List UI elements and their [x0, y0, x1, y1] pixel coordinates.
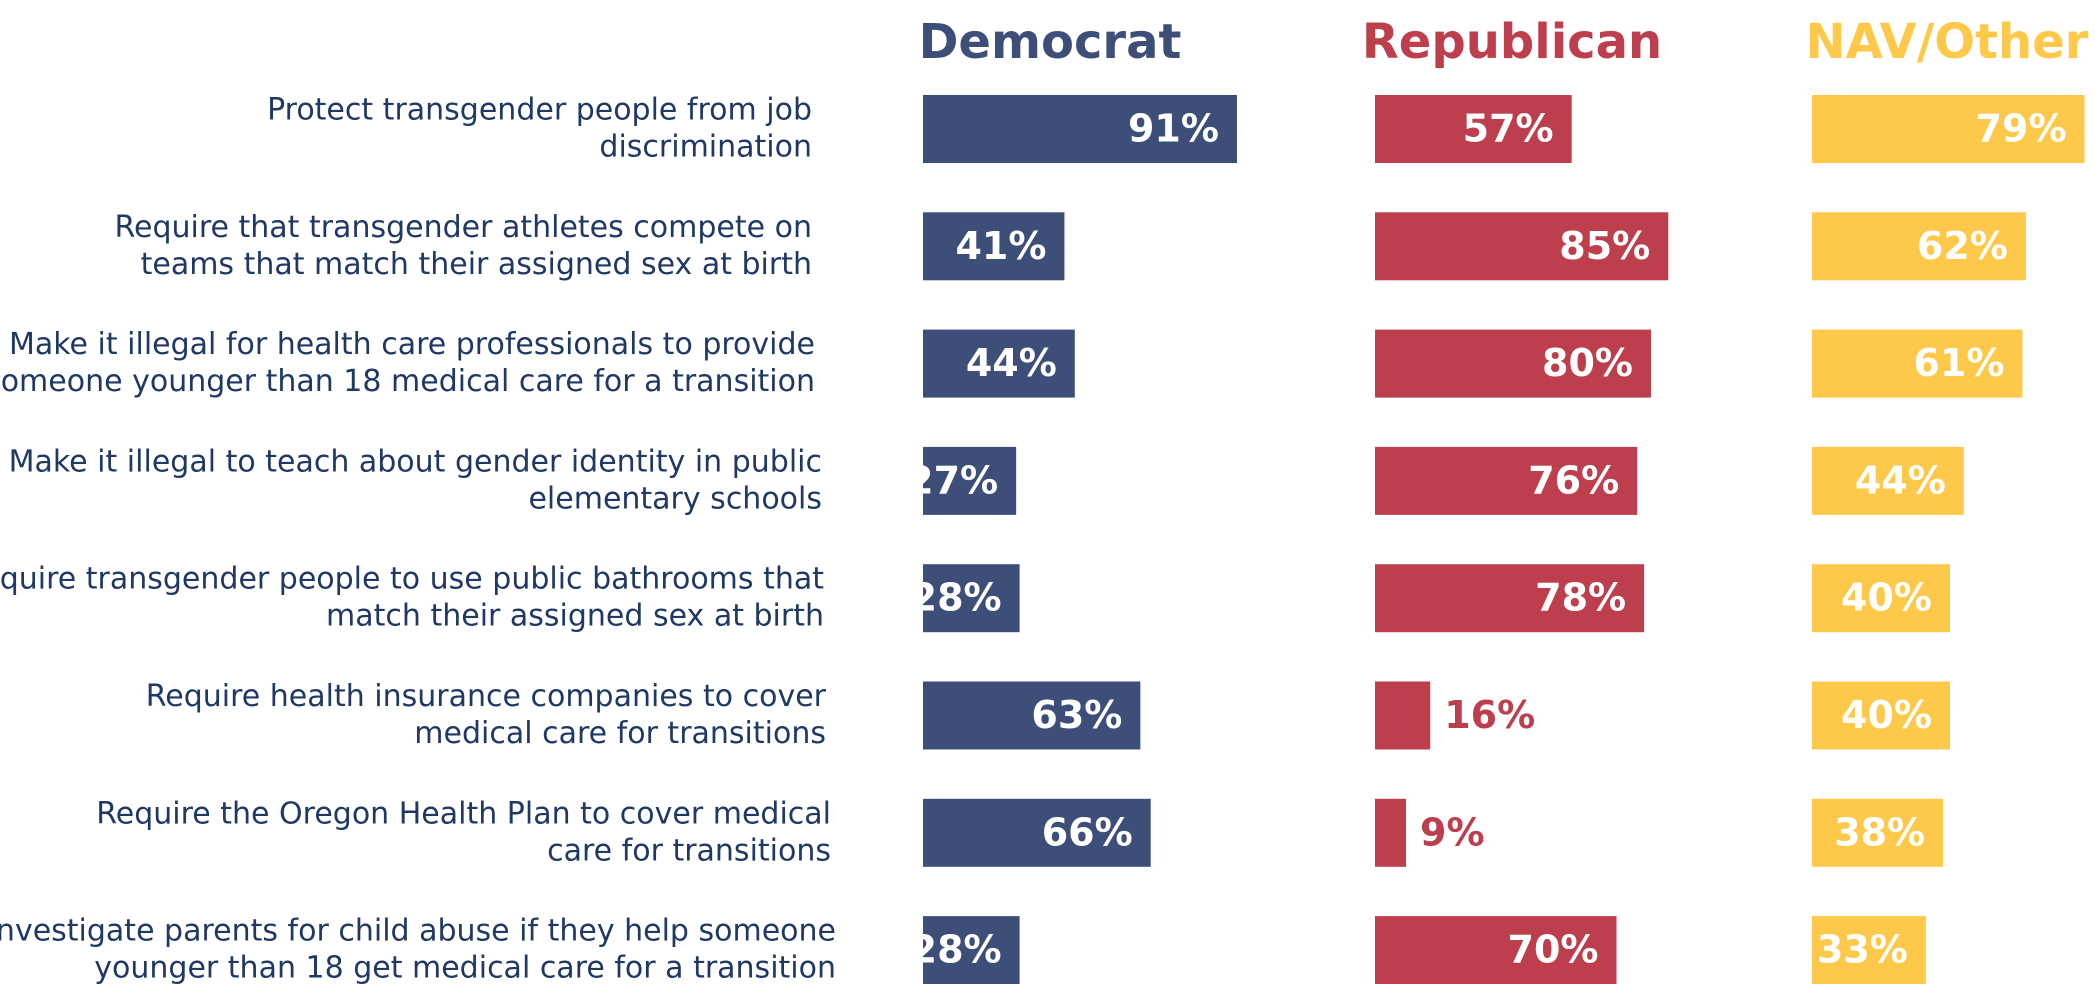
value-labels: 91% 41% 44% 27% 28% 63% 66% 28% 57% 85% 80% 76% 78% 1…	[907, 107, 2066, 972]
value-label-nav-other-4: 44%	[1855, 458, 1946, 502]
category-labels: Protect transgender people from job discr…	[0, 93, 836, 984]
value-label-republican-8: 70%	[1508, 928, 1599, 972]
series-header-nav-other: NAV/Other	[1806, 14, 2089, 70]
bar-democrat-6	[923, 681, 1141, 750]
bar-democrat-4	[923, 446, 1017, 515]
value-label-nav-other-8: 33%	[1817, 928, 1908, 972]
category-label-1: Protect transgender people from job discr…	[267, 93, 812, 165]
bar-democrat-2	[923, 212, 1065, 281]
bar-democrat-7	[923, 798, 1151, 867]
value-label-nav-other-3: 61%	[1913, 341, 2004, 385]
category-label-line: Make it illegal to teach about gender id…	[9, 444, 822, 479]
category-label-line: Require health insurance companies to co…	[146, 679, 827, 714]
value-label-democrat-2: 41%	[955, 224, 1046, 268]
category-label-line: someone younger than 18 medical care for…	[0, 364, 815, 399]
category-label-line: Require that transgender athletes compet…	[114, 210, 812, 245]
category-label-line: medical care for transitions	[414, 716, 826, 751]
bar-republican-8	[1375, 916, 1617, 984]
category-label-line: care for transitions	[547, 833, 831, 868]
bar-nav-other-1	[1812, 95, 2085, 163]
bar-nav-other-3	[1812, 329, 2023, 398]
value-label-democrat-5: 28%	[911, 576, 1002, 620]
bar-republican-3	[1375, 329, 1651, 398]
bar-republican-2	[1375, 212, 1669, 281]
value-label-republican-4: 76%	[1528, 458, 1619, 502]
category-label-line: Require the Oregon Health Plan to cover …	[96, 796, 831, 831]
value-label-republican-7: 9%	[1420, 810, 1485, 854]
series-headers: Democrat Republican NAV/Other	[919, 14, 2089, 70]
value-label-democrat-1: 91%	[1128, 107, 1219, 151]
category-label-5: Require transgender people to use public…	[0, 562, 824, 634]
bar-democrat-3	[923, 329, 1075, 398]
value-label-nav-other-1: 79%	[1976, 107, 2067, 151]
value-label-republican-2: 85%	[1559, 224, 1650, 268]
value-label-republican-3: 80%	[1542, 341, 1633, 385]
bar-nav-other-5	[1812, 564, 1950, 633]
category-label-line: Require transgender people to use public…	[0, 562, 824, 597]
series-header-republican: Republican	[1362, 14, 1662, 70]
category-label-6: Require health insurance companies to co…	[146, 679, 827, 751]
value-label-democrat-3: 44%	[966, 341, 1057, 385]
category-label-line: teams that match their assigned sex at b…	[141, 247, 812, 282]
value-label-republican-6: 16%	[1444, 693, 1535, 737]
bar-democrat-8	[923, 916, 1020, 984]
category-label-2: Require that transgender athletes compet…	[114, 210, 812, 282]
value-label-democrat-7: 66%	[1042, 810, 1133, 854]
series-header-democrat: Democrat	[919, 14, 1182, 70]
value-label-nav-other-5: 40%	[1841, 576, 1932, 620]
value-label-democrat-4: 27%	[907, 458, 998, 502]
bar-democrat-1	[923, 95, 1237, 163]
category-label-line: discrimination	[599, 130, 812, 165]
value-label-nav-other-6: 40%	[1841, 693, 1932, 737]
bar-democrat-5	[923, 564, 1020, 633]
value-label-republican-5: 78%	[1535, 576, 1626, 620]
bar-nav-other-6	[1812, 681, 1950, 750]
bar-republican-4	[1375, 446, 1638, 515]
category-label-line: Investigate parents for child abuse if t…	[0, 914, 836, 949]
category-label-line: Make it illegal for health care professi…	[9, 327, 815, 362]
bar-republican-6	[1375, 681, 1431, 750]
value-label-republican-1: 57%	[1463, 107, 1554, 151]
bar-nav-other-2	[1812, 212, 2026, 281]
category-label-8: Investigate parents for child abuse if t…	[0, 914, 836, 984]
bar-nav-other-7	[1812, 798, 1944, 867]
category-label-line: match their assigned sex at birth	[326, 599, 824, 634]
value-label-nav-other-7: 38%	[1834, 810, 1925, 854]
category-label-4: Make it illegal to teach about gender id…	[9, 444, 822, 516]
category-label-line: Protect transgender people from job	[267, 93, 812, 128]
bar-republican-7	[1375, 798, 1407, 867]
bar-nav-other-4	[1812, 446, 1964, 515]
bar-nav-other-8	[1812, 916, 1926, 984]
category-label-3: Make it illegal for health care professi…	[0, 327, 815, 399]
value-label-democrat-6: 63%	[1031, 693, 1122, 737]
value-label-democrat-8: 28%	[911, 928, 1002, 972]
value-label-nav-other-2: 62%	[1917, 224, 2008, 268]
category-label-7: Require the Oregon Health Plan to cover …	[96, 796, 831, 868]
category-label-line: elementary schools	[528, 481, 822, 516]
bar-republican-5	[1375, 564, 1645, 633]
bars	[923, 95, 2085, 984]
bar-republican-1	[1375, 95, 1572, 163]
category-label-line: younger than 18 get medical care for a t…	[94, 951, 836, 984]
